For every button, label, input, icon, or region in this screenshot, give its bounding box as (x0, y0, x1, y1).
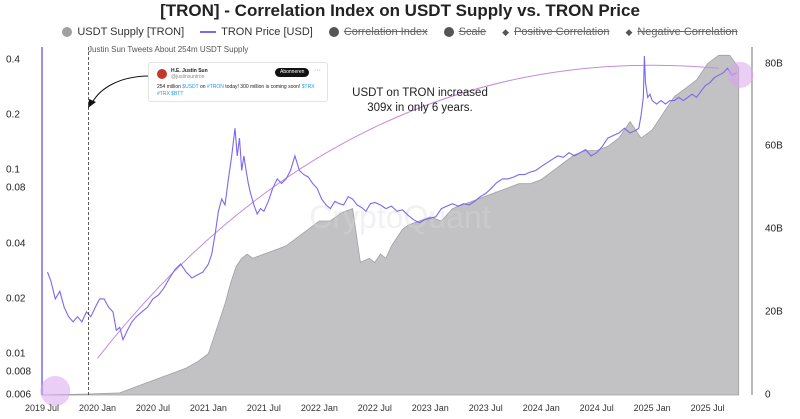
legend-item-usdt-supply[interactable]: USDT Supply [TRON] (62, 26, 184, 38)
legend-dot-icon (328, 27, 339, 37)
tweet-card: H.E. Justin Sun @justinsuntron Abonneren… (148, 62, 328, 102)
x-tick-label: 2020 Jan (78, 403, 116, 413)
legend-item-correlation-index[interactable]: Correlation Index (328, 26, 428, 38)
y-left-tick-label: 0.01 (6, 348, 26, 360)
x-tick-label: 2023 Jan (411, 403, 449, 413)
y-left-tick-label: 0.008 (6, 366, 32, 378)
growth-annotation: USDT on TRON increased 309x in only 6 ye… (340, 86, 500, 116)
y-left-tick-label: 0.04 (6, 238, 26, 250)
legend-diamond-icon: ◆ (502, 26, 510, 37)
legend-dot-icon (62, 27, 73, 37)
more-icon[interactable]: ··· (314, 67, 321, 74)
x-tick-label: 2022 Jan (300, 403, 338, 413)
follow-button[interactable]: Abonneren (275, 68, 310, 77)
y-right-tick-label: 20B (765, 306, 783, 318)
x-tick-label: 2024 Jan (522, 403, 560, 413)
y-left-tick-label: 0.4 (6, 54, 20, 66)
tron-price-line (46, 55, 737, 342)
legend: USDT Supply [TRON] TRON Price [USD] Corr… (0, 24, 800, 40)
tweet-cashtag-trx[interactable]: $TRX (301, 84, 315, 90)
growth-annotation-line2: 309x in only 6 years. (367, 102, 473, 114)
legend-line-icon (200, 31, 217, 33)
legend-item-tron-price[interactable]: TRON Price [USD] (200, 26, 313, 38)
growth-annotation-line1: USDT on TRON increased (352, 87, 488, 99)
y-left-tick-label: 0.006 (6, 389, 32, 401)
legend-item-negative-correlation[interactable]: ◆ Negative Correlation (625, 26, 738, 38)
x-tick-label: 2024 Jul (579, 403, 614, 413)
tweet-hashtag-tron[interactable]: #TRON (206, 84, 224, 90)
x-tick-label: 2019 Jul (24, 403, 60, 413)
y-right-tick-label: 60B (765, 140, 783, 152)
tweet-arrow (91, 75, 151, 104)
y-right-tick-label: 40B (765, 223, 783, 235)
y-right-tick-label: 0 (765, 389, 771, 401)
chart-title: [TRON] - Correlation Index on USDT Suppl… (160, 1, 640, 20)
tweet-arrow-head (88, 99, 96, 108)
x-tick-label: 2020 Jul (135, 403, 170, 413)
y-left-tick-label: 0.2 (6, 109, 20, 121)
x-tick-label: 2025 Jan (633, 403, 671, 413)
usdt-supply-area (41, 54, 740, 396)
tweet-author-handle: @justinsuntron (171, 74, 205, 80)
watermark: CryptoQuant (309, 199, 491, 235)
legend-item-scale[interactable]: Scale (443, 26, 486, 38)
y-left-tick-label: 0.02 (6, 293, 26, 305)
correlation-arc (97, 64, 719, 359)
x-tick-label: 2023 Jul (468, 403, 503, 413)
y-left-tick-label: 0.08 (6, 182, 26, 194)
x-tick-label: 2021 Jan (189, 403, 227, 413)
tweet-text: 254 million $USDT on #TRON today! 300 mi… (157, 84, 315, 90)
legend-item-positive-correlation[interactable]: ◆ Positive Correlation (502, 26, 610, 38)
legend-diamond-icon: ◆ (625, 26, 633, 37)
legend-dot-icon (443, 27, 454, 37)
highlight-end-marker (727, 61, 754, 88)
x-tick-label: 2021 Jul (246, 403, 281, 413)
highlight-start-marker (40, 376, 71, 406)
tweet-cashtag-usdt[interactable]: $USDT (182, 84, 199, 90)
tweet-tags[interactable]: #TRX $BTT (157, 91, 184, 97)
y-right-tick-label: 80B (765, 58, 783, 70)
x-tick-label: 2025 Jul (690, 403, 725, 413)
y-left-tick-label: 0.1 (6, 164, 20, 176)
avatar (157, 69, 167, 79)
tweet-author-name: H.E. Justin Sun (171, 68, 208, 74)
tweet-event-label: Justin Sun Tweets About 254m USDT Supply (88, 45, 249, 54)
x-tick-label: 2022 Jul (357, 403, 392, 413)
